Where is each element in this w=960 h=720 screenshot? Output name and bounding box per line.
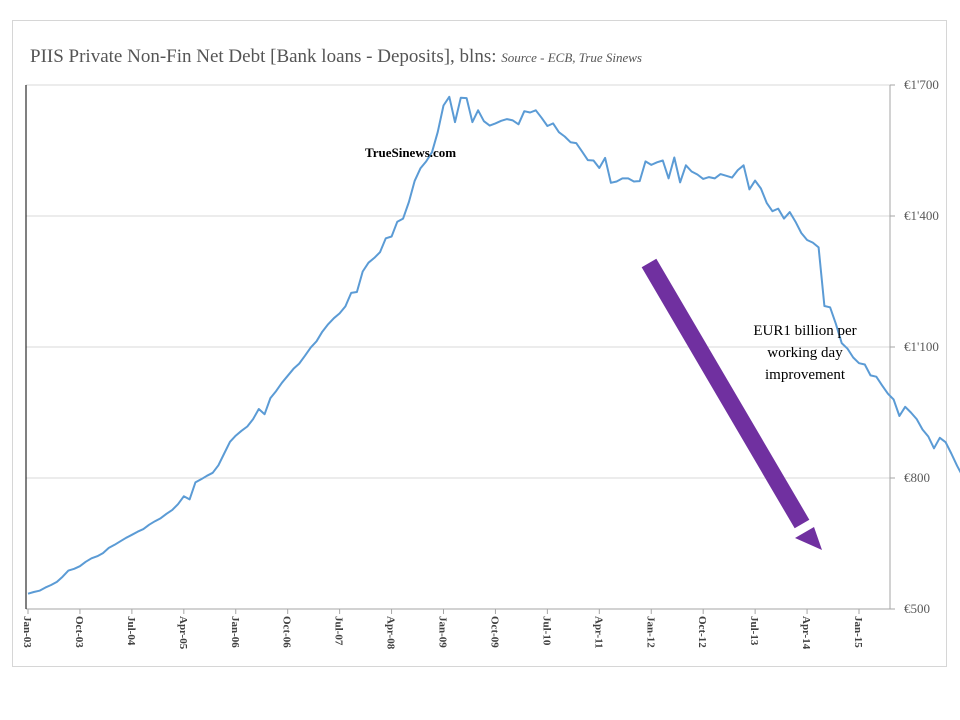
- x-tick-label: Apr-14: [800, 616, 812, 650]
- y-tick-labels: €500 €800 €1'100 €1'400 €1'700: [904, 77, 939, 616]
- y-tick-label: €1'700: [904, 77, 939, 92]
- x-tick-label: Apr-05: [177, 616, 189, 650]
- x-tick-label: Oct-03: [73, 616, 85, 648]
- watermark-label: TrueSinews.com: [365, 145, 456, 160]
- axes: [25, 85, 891, 610]
- trend-arrow-head: [795, 527, 822, 550]
- chart-title: PIIS Private Non-Fin Net Debt [Bank loan…: [30, 46, 642, 68]
- x-tick-label: Apr-11: [592, 616, 604, 649]
- x-tick-label: Jan-12: [644, 616, 656, 648]
- x-tick-label: Oct-12: [696, 616, 708, 648]
- x-tick-label: Apr-08: [385, 616, 397, 650]
- x-tick-label: Jul-07: [333, 616, 345, 646]
- annotation-line-2: working day: [767, 345, 843, 361]
- x-tick-label: Jul-04: [125, 616, 137, 646]
- x-tick-label: Jan-03: [21, 616, 33, 648]
- x-tick-label: Jan-15: [852, 616, 864, 648]
- title-source: Source - ECB, True Sinews: [501, 50, 642, 65]
- x-tick-label: Jan-06: [229, 616, 241, 648]
- y-tick-label: €800: [904, 470, 930, 485]
- y-tick-label: €1'100: [904, 339, 939, 354]
- gridlines: [26, 84, 895, 610]
- annotation-line-3: improvement: [765, 367, 846, 383]
- chart-frame: [12, 20, 947, 667]
- x-tick-label: Jul-13: [748, 616, 760, 646]
- x-tick-label: Oct-06: [281, 616, 293, 648]
- x-tick-labels: Jan-03 Oct-03 Jul-04 Apr-05 Jan-06 Oct-06 Jul-…: [21, 609, 864, 650]
- x-tick-label: Jul-10: [540, 616, 552, 646]
- title-text: PIIS Private Non-Fin Net Debt [Bank loan…: [30, 46, 497, 67]
- trend-arrow-shaft: [641, 258, 810, 529]
- y-tick-label: €500: [904, 601, 930, 616]
- y-tick-label: €1'400: [904, 208, 939, 223]
- x-tick-label: Oct-09: [488, 616, 500, 648]
- x-tick-label: Jan-09: [437, 616, 449, 648]
- series-line: [27, 95, 960, 595]
- trend-arrow: [641, 258, 822, 550]
- annotation-line-1: EUR1 billion per: [753, 323, 856, 339]
